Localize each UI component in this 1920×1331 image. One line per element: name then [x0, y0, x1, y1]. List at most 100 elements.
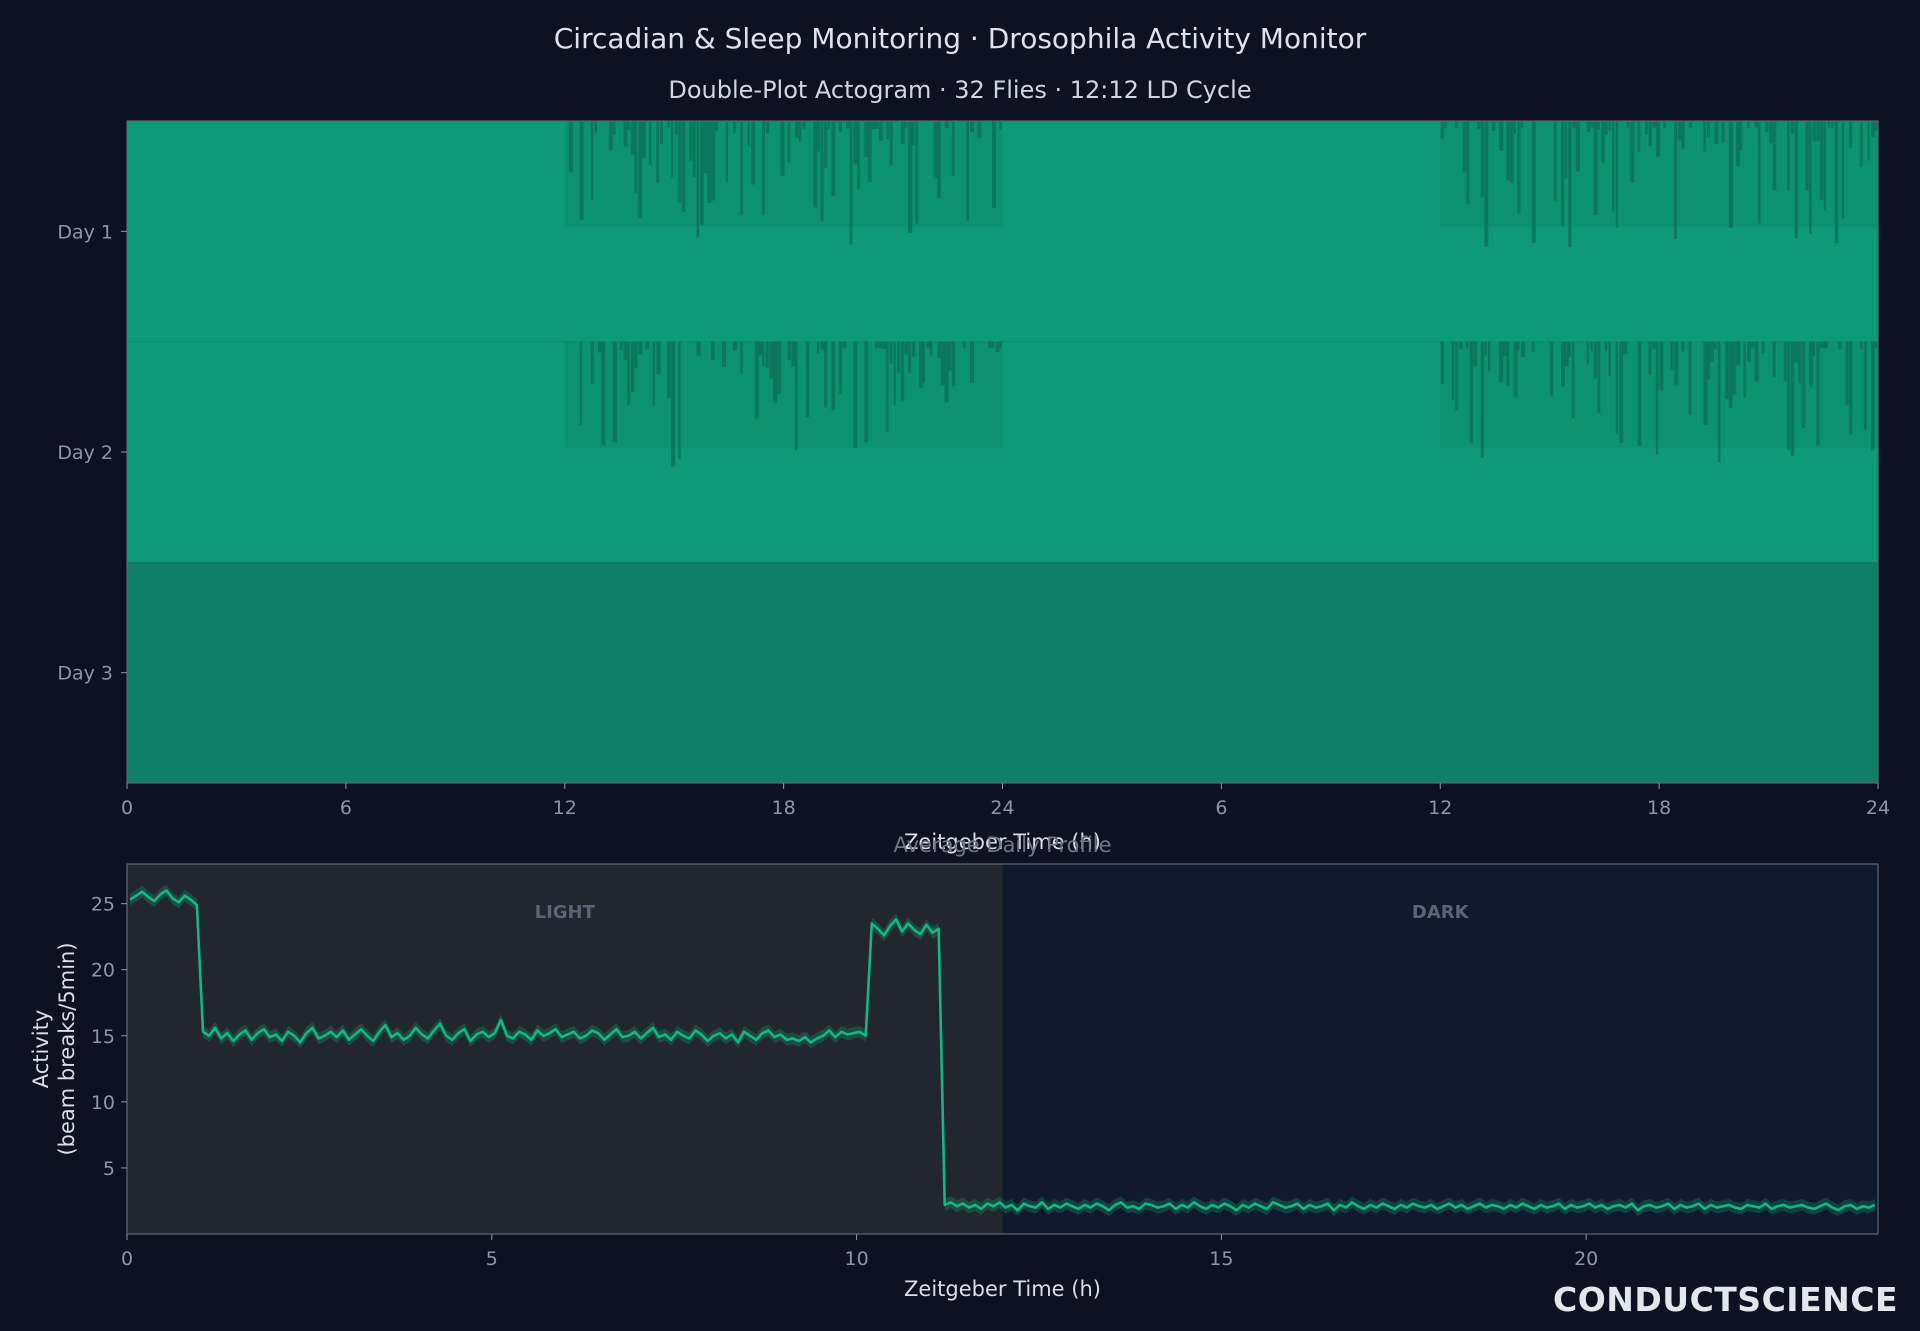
inactivity-bout [1849, 121, 1853, 148]
inactivity-bout [1706, 341, 1711, 380]
profile-x-tick-label: 5 [486, 1248, 498, 1270]
actogram-row-label: Day 3 [57, 663, 113, 685]
inactivity-bout [1863, 341, 1867, 430]
inactivity-bout [1677, 121, 1682, 141]
inactivity-bout [659, 121, 664, 144]
inactivity-bout [1670, 341, 1674, 371]
inactivity-bout [1648, 341, 1652, 376]
activity-line [129, 889, 1876, 1212]
actogram-x-tick-label: 6 [1215, 797, 1227, 819]
inactivity-bout [1732, 341, 1737, 395]
inactivity-bout [1619, 341, 1624, 444]
inactivity-bout [1586, 121, 1591, 132]
inactivity-bout [1747, 341, 1752, 362]
inactivity-bout [1615, 121, 1619, 228]
inactivity-bout [594, 121, 597, 133]
inactivity-bout [937, 121, 941, 199]
actogram-row-3 [127, 562, 1878, 783]
inactivity-bout [1820, 121, 1824, 200]
inactivity-bout [707, 121, 712, 203]
inactivity-bout [1688, 341, 1692, 415]
inactivity-bout [1754, 121, 1759, 128]
inactivity-bout [1772, 121, 1777, 191]
inactivity-bout [1841, 121, 1845, 219]
inactivity-bout [638, 341, 643, 355]
inactivity-bout [1820, 341, 1825, 349]
inactivity-bout [911, 341, 916, 357]
inactivity-bout [619, 341, 623, 351]
inactivity-bout [867, 121, 872, 183]
inactivity-bout [1604, 121, 1608, 135]
inactivity-bout [951, 341, 956, 386]
inactivity-bout [1509, 121, 1514, 184]
inactivity-bout [1440, 341, 1444, 384]
inactivity-bout [1710, 341, 1714, 363]
inactivity-bout [918, 341, 924, 388]
inactivity-bout [1513, 341, 1518, 398]
inactivity-bout [838, 121, 842, 132]
inactivity-bout [951, 121, 955, 176]
inactivity-bout [1630, 121, 1635, 183]
inactivity-bout [1440, 121, 1444, 140]
inactivity-bout [725, 121, 729, 182]
inactivity-bout [1550, 341, 1554, 397]
inactivity-bout [977, 121, 982, 138]
inactivity-bout [1659, 341, 1664, 391]
inactivity-bout [1561, 341, 1565, 387]
inactivity-bout [623, 121, 628, 147]
inactivity-bout [842, 341, 847, 349]
inactivity-bout [962, 341, 966, 349]
inactivity-bout [926, 341, 931, 349]
inactivity-bout [1790, 341, 1795, 456]
inactivity-bout [1626, 121, 1630, 128]
inactivity-bout [630, 121, 636, 155]
inactivity-bout [696, 121, 700, 238]
inactivity-bout [1590, 341, 1593, 352]
inactivity-bout [889, 341, 893, 364]
inactivity-bout [908, 341, 911, 374]
inactivity-bout [893, 341, 896, 406]
inactivity-bout [1838, 341, 1842, 350]
actogram-x-tick-label: 6 [340, 797, 352, 819]
dark-phase-region [1002, 864, 1878, 1234]
inactivity-bout [1615, 341, 1618, 434]
inactivity-bout [1787, 341, 1791, 451]
inactivity-bout [944, 121, 949, 129]
inactivity-bout [1553, 121, 1557, 201]
inactivity-bout [747, 121, 750, 147]
inactivity-bout [1655, 121, 1661, 157]
inactivity-bout [776, 341, 781, 394]
inactivity-bout [765, 341, 769, 369]
inactivity-bout [762, 341, 765, 367]
inactivity-bout [1739, 121, 1743, 151]
inactivity-bout [940, 341, 945, 386]
profile-y-tick-label: 10 [91, 1092, 115, 1114]
profile-title: Average Daily Profile [893, 833, 1111, 857]
inactivity-bout [948, 341, 952, 372]
inactivity-bout [1874, 341, 1879, 349]
inactivity-bout [824, 121, 828, 169]
inactivity-bout [630, 341, 635, 393]
inactivity-bout [670, 121, 674, 178]
inactivity-bout [1593, 121, 1598, 216]
inactivity-bout [1477, 121, 1481, 129]
inactivity-bout [1830, 121, 1834, 128]
inactivity-bout [1834, 121, 1839, 243]
inactivity-bout [966, 121, 970, 221]
inactivity-bout [700, 121, 704, 226]
inactivity-bout [999, 341, 1002, 349]
inactivity-bout [1593, 341, 1597, 379]
inactivity-bout [1809, 121, 1812, 234]
inactivity-bout [1714, 341, 1717, 350]
inactivity-bout [765, 121, 770, 134]
inactivity-bout [667, 121, 671, 128]
inactivity-bout [568, 121, 574, 172]
inactivity-bout [1736, 341, 1741, 366]
inactivity-bout [1612, 121, 1615, 212]
inactivity-bout [1568, 121, 1572, 248]
inactivity-bout [875, 121, 879, 129]
inactivity-bout [1728, 121, 1734, 228]
inactivity-bout [794, 341, 798, 451]
inactivity-bout [711, 341, 715, 360]
